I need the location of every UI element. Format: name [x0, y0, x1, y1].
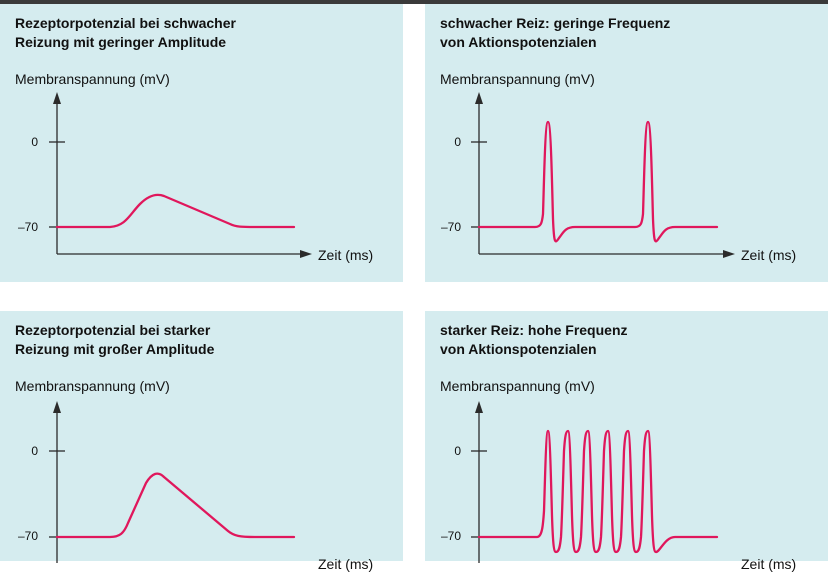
x-axis-label: Zeit (ms) — [741, 247, 797, 263]
y-tick-minus70: –70 — [440, 529, 461, 543]
y-axis-arrow — [475, 92, 483, 104]
action-potential-train — [477, 120, 719, 243]
y-tick-0: 0 — [454, 444, 461, 458]
panel-title-line1: schwacher Reiz: geringe Frequenz — [440, 15, 671, 31]
y-tick-0: 0 — [31, 444, 38, 458]
y-axis-label: Membranspannung (mV) — [15, 378, 170, 394]
y-axis-arrow — [53, 401, 61, 413]
panel-title-line2: von Aktionspotenzialen — [440, 341, 597, 357]
x-axis-label: Zeit (ms) — [318, 247, 374, 263]
y-axis-arrow — [53, 92, 61, 104]
plot-area — [49, 401, 296, 563]
y-tick-minus70: –70 — [17, 220, 38, 234]
plot-area — [471, 92, 735, 258]
y-tick-0: 0 — [454, 135, 461, 149]
panel-weak-stimulus-frequency: schwacher Reiz: geringe Frequenz von Akt… — [425, 4, 828, 282]
receptor-potential-curve — [55, 193, 296, 229]
panel-title: Rezeptorpotenzial bei starker Reizung mi… — [15, 321, 214, 359]
panel-title: schwacher Reiz: geringe Frequenz von Akt… — [440, 14, 670, 52]
panel-weak-receptor-potential: Rezeptorpotenzial bei schwacher Reizung … — [0, 4, 403, 282]
panel-title-line1: Rezeptorpotenzial bei starker — [15, 322, 211, 338]
top-bar — [0, 0, 828, 4]
x-axis-arrow — [300, 250, 312, 258]
y-axis-label: Membranspannung (mV) — [15, 71, 170, 87]
receptor-potential-curve — [55, 472, 296, 539]
panel-title-line2: von Aktionspotenzialen — [440, 34, 597, 50]
x-axis-arrow — [723, 250, 735, 258]
y-axis-label: Membranspannung (mV) — [440, 71, 595, 87]
y-tick-0: 0 — [31, 135, 38, 149]
panel-title-line1: starker Reiz: hohe Frequenz — [440, 322, 628, 338]
action-potential-train — [477, 429, 719, 554]
panel-strong-stimulus-frequency: starker Reiz: hohe Frequenz von Aktionsp… — [425, 311, 828, 572]
panel-title: Rezeptorpotenzial bei schwacher Reizung … — [15, 14, 236, 52]
y-tick-minus70: –70 — [440, 220, 461, 234]
y-tick-minus70: –70 — [17, 529, 38, 543]
panel-title-line2: Reizung mit großer Amplitude — [15, 341, 215, 357]
y-axis-arrow — [475, 401, 483, 413]
plot-area — [471, 401, 719, 563]
panel-strong-receptor-potential: Rezeptorpotenzial bei starker Reizung mi… — [0, 311, 403, 572]
panel-title-line2: Reizung mit geringer Amplitude — [15, 34, 227, 50]
y-axis-label: Membranspannung (mV) — [440, 378, 595, 394]
panel-title: starker Reiz: hohe Frequenz von Aktionsp… — [440, 321, 628, 359]
plot-area — [49, 92, 312, 258]
panel-title-line1: Rezeptorpotenzial bei schwacher — [15, 15, 236, 31]
